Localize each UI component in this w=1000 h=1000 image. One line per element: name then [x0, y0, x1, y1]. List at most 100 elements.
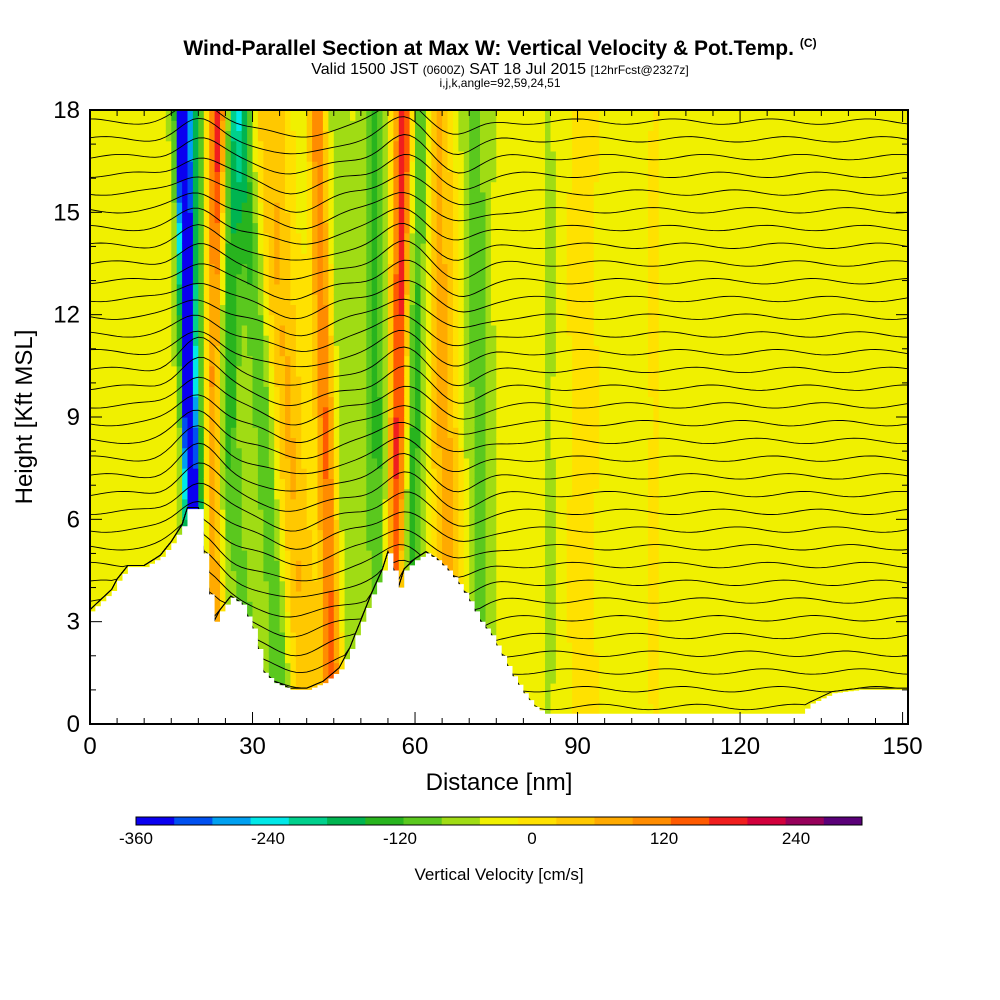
velocity-cell	[480, 335, 486, 346]
velocity-cell	[295, 478, 302, 490]
velocity-cell	[306, 335, 313, 346]
velocity-cell	[350, 294, 356, 305]
velocity-cell	[117, 560, 124, 572]
velocity-cell	[518, 120, 524, 131]
velocity-cell	[474, 284, 481, 295]
velocity-cell	[317, 150, 324, 162]
velocity-cell	[220, 120, 226, 131]
velocity-cell	[214, 191, 221, 203]
velocity-cell	[463, 181, 470, 193]
velocity-cell	[420, 191, 427, 203]
velocity-cell	[176, 212, 183, 224]
velocity-cell	[474, 191, 481, 203]
velocity-cell	[285, 110, 291, 121]
velocity-cell	[382, 468, 389, 479]
velocity-cell	[155, 437, 161, 449]
velocity-cell	[160, 294, 167, 305]
velocity-cell	[155, 314, 161, 326]
velocity-cell	[155, 212, 161, 224]
velocity-cell	[523, 570, 530, 582]
velocity-cell	[523, 478, 530, 490]
velocity-cell	[463, 457, 470, 469]
velocity-cell	[458, 386, 465, 398]
velocity-cell	[512, 437, 519, 449]
velocity-cell	[420, 120, 427, 131]
velocity-cell	[220, 263, 226, 275]
velocity-cell	[160, 171, 167, 183]
velocity-cell	[371, 560, 378, 572]
velocity-cell	[176, 243, 183, 254]
velocity-cell	[442, 212, 449, 224]
velocity-cell	[355, 550, 362, 561]
velocity-cell	[534, 284, 541, 295]
velocity-cell	[393, 406, 400, 418]
velocity-cell	[387, 140, 394, 152]
velocity-cell	[198, 314, 205, 326]
velocity-cell	[301, 202, 308, 213]
velocity-cell	[295, 488, 302, 500]
velocity-cell	[203, 519, 210, 531]
velocity-cell	[279, 396, 286, 408]
velocity-cell	[192, 202, 199, 213]
velocity-cell	[122, 324, 129, 336]
velocity-cell	[458, 294, 465, 305]
velocity-cell	[512, 652, 519, 664]
velocity-cell	[209, 529, 216, 541]
velocity-cell	[398, 161, 405, 172]
velocity-cell	[431, 478, 438, 490]
velocity-cell	[295, 130, 302, 142]
velocity-cell	[420, 396, 427, 408]
velocity-cell	[149, 550, 156, 561]
velocity-cell	[387, 284, 394, 295]
velocity-cell	[501, 376, 508, 387]
velocity-cell	[360, 202, 367, 213]
velocity-cell	[182, 447, 189, 459]
velocity-cell	[333, 642, 340, 653]
velocity-cell	[295, 447, 302, 459]
velocity-cell	[187, 437, 194, 449]
velocity-cell	[236, 304, 243, 316]
velocity-cell	[328, 386, 335, 398]
velocity-cell	[317, 601, 324, 612]
velocity-cell	[322, 191, 329, 203]
velocity-cell	[203, 263, 210, 275]
velocity-cell	[144, 243, 151, 254]
velocity-cell	[425, 345, 432, 357]
velocity-cell	[485, 621, 492, 633]
velocity-cell	[285, 642, 291, 653]
velocity-cell	[442, 437, 449, 449]
velocity-cell	[328, 396, 335, 408]
velocity-cell	[182, 294, 189, 305]
velocity-cell	[496, 417, 503, 428]
velocity-cell	[442, 324, 449, 336]
velocity-cell	[415, 314, 421, 326]
velocity-cell	[203, 284, 210, 295]
velocity-cell	[95, 324, 102, 336]
velocity-cell	[149, 386, 156, 398]
velocity-cell	[463, 140, 470, 152]
velocity-cell	[322, 468, 329, 479]
velocity-cell	[257, 642, 264, 653]
velocity-cell	[442, 396, 449, 408]
velocity-cell	[339, 150, 346, 162]
velocity-cell	[409, 396, 416, 408]
velocity-cell	[279, 478, 286, 490]
velocity-cell	[322, 212, 329, 224]
velocity-cell	[463, 263, 470, 275]
velocity-cell	[436, 550, 443, 561]
velocity-cell	[528, 457, 535, 469]
velocity-cell	[360, 335, 367, 346]
velocity-cell	[247, 519, 254, 531]
velocity-cell	[393, 150, 400, 162]
velocity-cell	[474, 417, 481, 428]
velocity-cell	[160, 529, 167, 541]
velocity-cell	[474, 580, 481, 592]
velocity-cell	[317, 662, 324, 674]
velocity-cell	[268, 191, 275, 203]
velocity-cell	[241, 222, 248, 234]
velocity-cell	[436, 447, 443, 459]
velocity-cell	[279, 468, 286, 479]
velocity-cell	[528, 427, 535, 438]
velocity-cell	[528, 611, 535, 623]
velocity-cell	[133, 304, 140, 316]
